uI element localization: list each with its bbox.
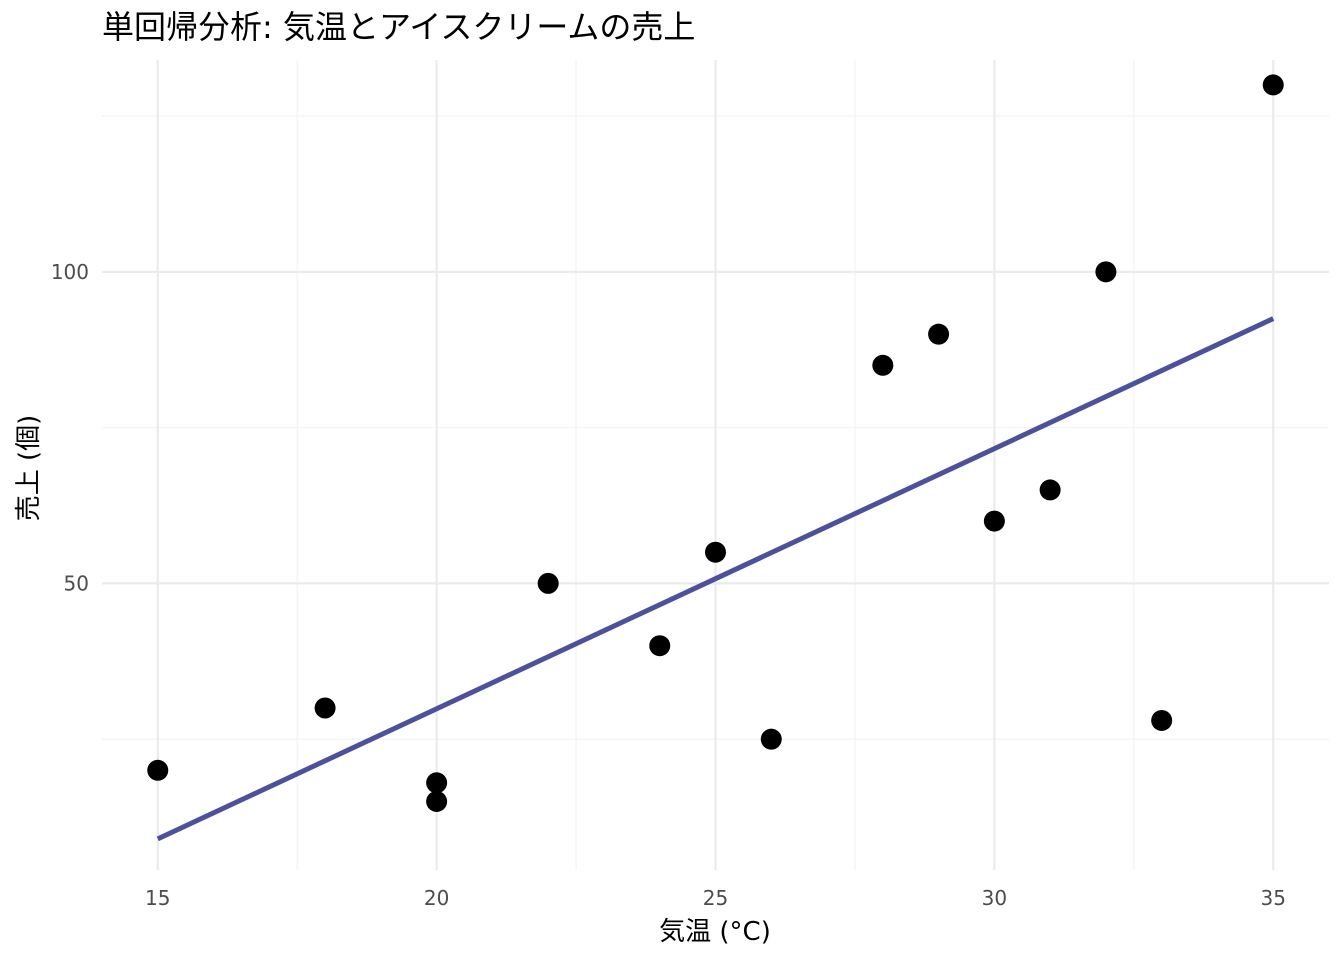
x-axis-title: 気温 (°C) (659, 917, 771, 947)
data-point-9 (928, 323, 950, 345)
data-point-5 (649, 635, 671, 657)
regression-line (156, 316, 1275, 842)
x-tick-labels: 15 20 25 30 35 (145, 886, 1286, 910)
major-gridlines (102, 60, 1329, 870)
data-point-3 (426, 790, 448, 812)
points-layer (147, 74, 1284, 812)
y-tick-labels: 50 100 (51, 260, 89, 596)
x-tick-label-0: 15 (145, 886, 170, 910)
y-tick-label-1: 100 (51, 260, 89, 284)
data-point-11 (1039, 479, 1061, 501)
x-tick-label-3: 30 (982, 886, 1007, 910)
data-point-6 (705, 541, 726, 563)
data-point-2 (426, 772, 448, 794)
y-tick-label-0: 50 (64, 571, 89, 595)
data-point-12 (1095, 261, 1117, 283)
data-point-1 (314, 697, 336, 719)
data-point-7 (760, 728, 782, 750)
x-tick-label-1: 20 (424, 886, 449, 910)
y-axis-title: 売上 (個) (14, 415, 44, 522)
data-point-0 (147, 759, 169, 781)
data-point-10 (983, 510, 1005, 532)
regression-layer (156, 316, 1275, 842)
chart-title: 単回帰分析: 気温とアイスクリームの売上 (102, 8, 695, 46)
x-tick-label-4: 35 (1261, 886, 1286, 910)
data-point-14 (1262, 74, 1284, 96)
data-point-8 (872, 354, 894, 376)
data-point-13 (1151, 709, 1173, 731)
data-point-4 (537, 572, 559, 594)
x-tick-label-2: 25 (703, 886, 728, 910)
